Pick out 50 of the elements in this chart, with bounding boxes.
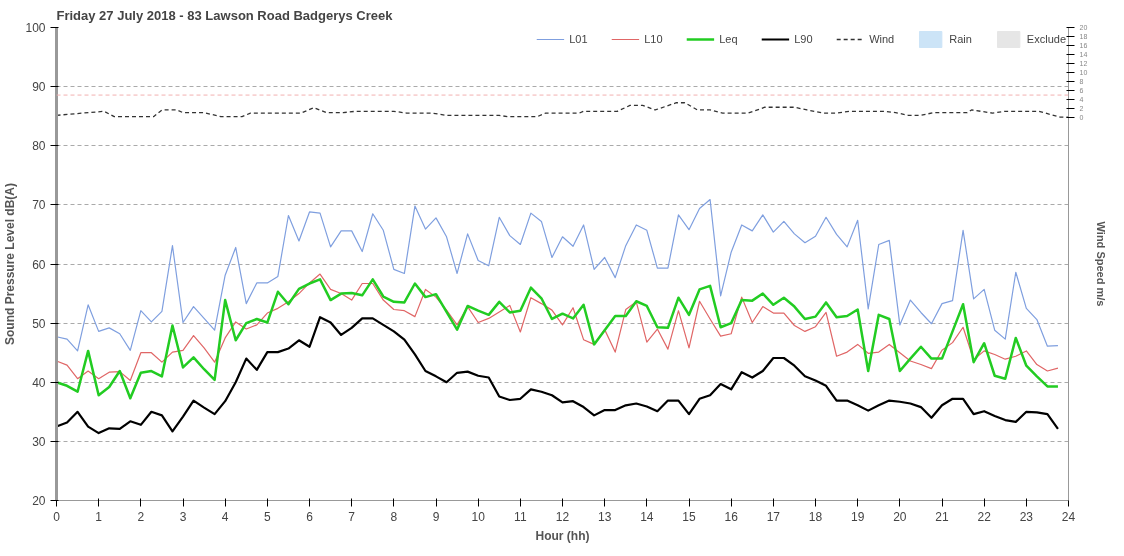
x-tick-label: 13 <box>597 509 612 524</box>
chart-title: Friday 27 July 2018 - 83 Lawson Road Badgerys Creek <box>56 7 394 23</box>
line-series <box>56 316 1060 435</box>
x-tick-label: 6 <box>306 509 314 524</box>
x-axis-title: Hour (hh) <box>535 528 590 543</box>
y-tick-label: 50 <box>32 316 46 331</box>
x-tick-label: 10 <box>471 509 486 524</box>
y2-axis-title: Wind Speed m/s <box>1095 221 1108 307</box>
x-tick-label: 0 <box>53 509 61 524</box>
line-series <box>56 273 1059 382</box>
x-tick-label: 15 <box>682 509 696 524</box>
y-tick-label: 40 <box>32 375 46 390</box>
x-tick-label: 11 <box>514 509 527 524</box>
legend-label: Wind <box>869 33 895 45</box>
y-tick-label: 70 <box>32 198 46 213</box>
legend-label: Leq <box>719 33 739 45</box>
y-tick-label: 60 <box>32 257 46 272</box>
x-tick-label: 17 <box>766 509 781 524</box>
y-tick-label: 90 <box>32 80 46 95</box>
x-tick-label: 7 <box>348 509 356 524</box>
x-tick-label: 9 <box>432 509 440 524</box>
y-tick-label: 80 <box>32 139 46 154</box>
line-series <box>56 278 1060 400</box>
x-tick-label: 18 <box>808 509 823 524</box>
y-tick-label: 20 <box>32 494 46 508</box>
x-tick-label: 4 <box>221 509 229 524</box>
legend-label: Exclude <box>1026 33 1066 45</box>
y-tick-label: 100 <box>25 21 46 35</box>
x-tick-label: 20 <box>893 509 907 524</box>
x-tick-label: 2 <box>137 509 145 524</box>
x-tick-label: 21 <box>935 509 949 524</box>
x-tick-label: 16 <box>724 509 739 524</box>
legend-label: L90 <box>794 33 814 45</box>
x-tick-label: 8 <box>390 509 398 524</box>
x-tick-label: 24 <box>1061 509 1076 524</box>
legend-label: Rain <box>949 33 972 45</box>
y-tick-label: 30 <box>32 434 46 449</box>
line-series <box>56 102 1069 118</box>
legend-label: L10 <box>644 33 664 45</box>
x-tick-label: 12 <box>555 509 570 524</box>
x-tick-label: 3 <box>179 509 187 524</box>
x-tick-label: 5 <box>264 509 271 524</box>
x-tick-label: 19 <box>850 509 865 524</box>
x-tick-label: 23 <box>1019 509 1034 524</box>
x-tick-label: 1 <box>95 509 103 524</box>
y-axis-title: Sound Pressure Level dB(A) <box>3 182 18 346</box>
x-tick-label: 14 <box>640 509 654 524</box>
legend-label: L01 <box>569 33 589 45</box>
line-series <box>56 198 1059 352</box>
x-tick-label: 22 <box>977 509 992 524</box>
